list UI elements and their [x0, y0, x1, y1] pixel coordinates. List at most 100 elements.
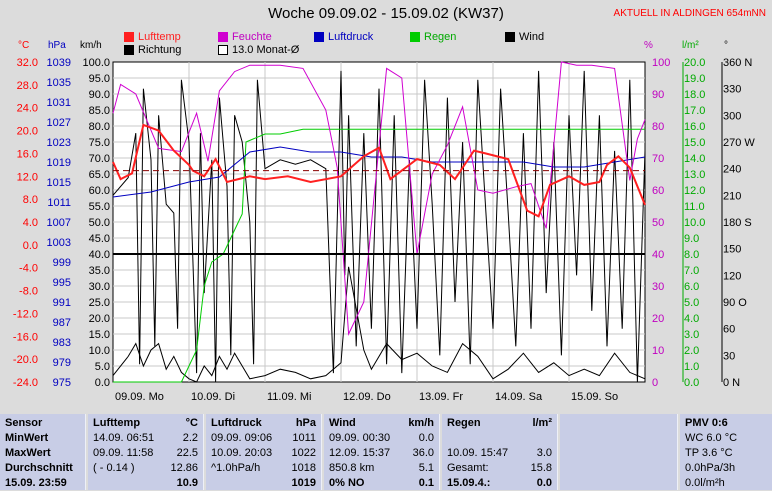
- tick-pressure: 991: [53, 297, 71, 309]
- humidity-unit: %: [644, 40, 653, 51]
- tick-wind: 60.0: [89, 185, 110, 197]
- wind-row-avg: 850.8 km 5.1: [329, 462, 434, 474]
- tick-humidity: 80: [652, 121, 664, 133]
- tick-rain: 7.0: [684, 265, 699, 277]
- tick-wind: 55.0: [89, 201, 110, 213]
- pmv-rain-rate: 0.0l/m²h: [685, 477, 725, 489]
- regen-swatch: [410, 32, 420, 42]
- monthly-avg-swatch: [218, 45, 228, 55]
- tick-pressure: 987: [53, 317, 71, 329]
- series-layer: [112, 61, 646, 383]
- tick-direction: 180 S: [723, 217, 752, 229]
- tick-pressure: 1015: [47, 177, 71, 189]
- tick-rain: 16.0: [684, 121, 705, 133]
- tick-temp: -20.0: [13, 354, 38, 366]
- rain-unit: l/m²: [682, 40, 699, 51]
- x-tick-label: 10.09. Di: [191, 391, 235, 403]
- sensor-row-avg: Durchschnitt: [5, 462, 73, 474]
- tick-temp: -8.0: [19, 286, 38, 298]
- tick-humidity: 10: [652, 345, 664, 357]
- tick-direction: 0 N: [723, 377, 740, 389]
- wind-row-min: 09.09. 00:30 0.0: [329, 432, 434, 444]
- tick-pressure: 979: [53, 357, 71, 369]
- legend-luftdruck: Luftdruck: [314, 31, 373, 43]
- tick-wind: 0.0: [95, 377, 110, 389]
- panel-temp: Lufttemp °C 14.09. 06:51 2.2 09.09. 11:58 2…: [88, 414, 204, 490]
- chart-title: Woche 09.09.02 - 15.09.02 (KW37): [268, 5, 504, 22]
- panel-sensor: Sensor MinWert MaxWert Durchschnitt 15.0…: [0, 414, 86, 490]
- wind-swatch: [505, 32, 515, 42]
- tick-wind: 30.0: [89, 281, 110, 293]
- tick-wind: 5.0: [95, 361, 110, 373]
- pmv-dewpoint: TP 3.6 °C: [685, 447, 733, 459]
- tick-direction: 210: [723, 190, 741, 202]
- series-wind: [112, 266, 646, 383]
- pressure-row-current: 1019: [291, 477, 316, 489]
- rain-row-current: 15.09.4.: 0.0: [447, 477, 552, 489]
- tick-rain: 3.0: [684, 329, 699, 341]
- tick-humidity: 90: [652, 89, 664, 101]
- tick-rain: 17.0: [684, 105, 705, 117]
- tick-temp: -16.0: [13, 331, 38, 343]
- tick-rain: 13.0: [684, 169, 705, 181]
- tick-temp: 24.0: [17, 103, 38, 115]
- tick-humidity: 0: [652, 377, 658, 389]
- tick-pressure: 1003: [47, 237, 71, 249]
- tick-temp: 12.0: [17, 171, 38, 183]
- x-tick-label: 09.09. Mo: [115, 391, 164, 403]
- tick-direction: 60: [723, 324, 735, 336]
- pressure-row-min: 09.09. 09:06 1011: [211, 432, 316, 444]
- tick-rain: 8.0: [684, 249, 699, 261]
- tick-rain: 4.0: [684, 313, 699, 325]
- pressure-row-max: 10.09. 20:03 1022: [211, 447, 316, 459]
- x-tick-label: 11.09. Mi: [267, 391, 311, 403]
- tick-rain: 10.0: [684, 217, 705, 229]
- axis-ticks: 32.0 28.0 24.0 20.0 16.0 12.0 8.0 4.0 0.0 -4.0 -8.…: [13, 57, 755, 403]
- temp-head: Lufttemp °C: [93, 417, 198, 429]
- sensor-row-min: MinWert: [5, 432, 49, 444]
- tick-pressure: 1011: [47, 197, 71, 209]
- temp-unit: °C: [18, 40, 30, 51]
- x-tick-label: 14.09. Sa: [495, 391, 543, 403]
- tick-direction: 270 W: [723, 137, 755, 149]
- tick-rain: 12.0: [684, 185, 705, 197]
- tick-wind: 65.0: [89, 169, 110, 181]
- panel-wind: Wind km/h 09.09. 00:30 0.0 12.09. 15:37 36.…: [324, 414, 440, 490]
- temp-row-current: 10.9: [176, 477, 198, 489]
- pressure-unit: hPa: [48, 40, 66, 51]
- tick-wind: 100.0: [82, 57, 110, 69]
- tick-direction: 90 O: [723, 297, 747, 309]
- tick-direction: 330: [723, 84, 741, 96]
- wind-row-current: 0% NO 0.1: [329, 477, 434, 489]
- tick-humidity: 100: [652, 57, 670, 69]
- direction-unit: °: [724, 40, 728, 51]
- sensor-row-max: MaxWert: [5, 447, 51, 459]
- legend-monthly-avg: 13.0 Monat-Ø: [218, 44, 299, 56]
- tick-wind: 90.0: [89, 89, 110, 101]
- tick-temp: -12.0: [13, 308, 38, 320]
- tick-wind: 25.0: [89, 297, 110, 309]
- tick-temp: 4.0: [23, 217, 38, 229]
- tick-direction: 300: [723, 110, 741, 122]
- tick-rain: 14.0: [684, 153, 705, 165]
- pressure-row-avg: ^1.0hPa/h 1018: [211, 462, 316, 474]
- reference-lines: [113, 170, 645, 255]
- temp-row-max: 09.09. 11:58 22.5: [93, 447, 198, 459]
- tick-wind: 80.0: [89, 121, 110, 133]
- tick-humidity: 60: [652, 185, 664, 197]
- tick-direction: 240: [723, 164, 741, 176]
- series-feuchte: [112, 61, 646, 336]
- tick-wind: 45.0: [89, 233, 110, 245]
- rain-row-total: Gesamt: 15.8: [447, 462, 552, 474]
- tick-rain: 9.0: [684, 233, 699, 245]
- x-tick-label: 13.09. Fr: [419, 391, 463, 403]
- tick-humidity: 20: [652, 313, 664, 325]
- x-tick-label: 15.09. So: [571, 391, 618, 403]
- weather-chart: 32.0 28.0 24.0 20.0 16.0 12.0 8.0 4.0 0.0 -4.0 -8.…: [13, 57, 755, 403]
- legend-richtung: Richtung: [124, 44, 181, 56]
- tick-wind: 20.0: [89, 313, 110, 325]
- tick-pressure: 995: [53, 277, 71, 289]
- tick-wind: 85.0: [89, 105, 110, 117]
- panel-rain: Regen l/m² 10.09. 15:47 3.0 Gesamt: 15.8 15…: [442, 414, 558, 490]
- tick-pressure: 1007: [47, 217, 71, 229]
